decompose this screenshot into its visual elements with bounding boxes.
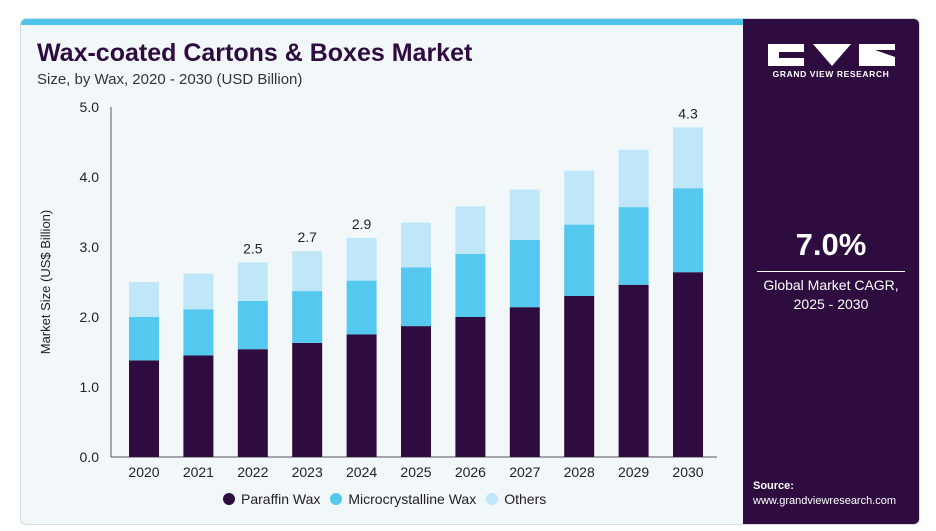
bar-microcrystalline-wax-2026 — [455, 254, 486, 317]
bar-microcrystalline-wax-2023 — [292, 291, 323, 343]
x-tick-label: 2022 — [237, 464, 268, 480]
bar-microcrystalline-wax-2025 — [401, 267, 431, 327]
bar-others-2022 — [237, 262, 268, 301]
y-tick-label: 0.0 — [80, 449, 100, 465]
bar-microcrystalline-wax-2028 — [564, 224, 595, 296]
cagr-divider — [757, 271, 905, 272]
brand-name: GRAND VIEW RESEARCH — [772, 69, 890, 79]
x-tick-label: 2027 — [509, 464, 540, 480]
bar-others-2020 — [129, 282, 159, 317]
bar-paraffin-wax-2020 — [129, 360, 159, 457]
bar-paraffin-wax-2029 — [618, 284, 649, 457]
legend-item-others: Others — [486, 491, 546, 507]
x-tick-label: 2030 — [672, 464, 703, 480]
y-axis-title: Market Size (US$ Billion) — [38, 210, 53, 355]
x-tick-label: 2028 — [564, 464, 595, 480]
chart-legend: Paraffin Wax Microcrystalline Wax Others — [223, 491, 556, 507]
bar-others-2028 — [564, 170, 595, 225]
bar-microcrystalline-wax-2030 — [673, 188, 703, 273]
bar-paraffin-wax-2022 — [237, 349, 268, 457]
legend-label: Microcrystalline Wax — [348, 491, 477, 507]
x-tick-label: 2026 — [455, 464, 486, 480]
cagr-value: 7.0% — [795, 227, 867, 262]
bar-others-2023 — [292, 251, 323, 292]
bar-others-2030 — [673, 127, 703, 189]
legend-item-microcrystalline-wax: Microcrystalline Wax — [330, 491, 476, 507]
page-title: Wax-coated Cartons & Boxes Market — [37, 39, 473, 67]
legend-swatch — [330, 493, 343, 505]
accent-bar — [21, 19, 743, 25]
bar-others-2026 — [455, 206, 486, 254]
bar-others-2029 — [618, 149, 649, 208]
legend-label: Paraffin Wax — [241, 491, 321, 507]
chart-subtitle: Size, by Wax, 2020 - 2030 (USD Billion) — [37, 71, 303, 88]
x-tick-label: 2023 — [292, 464, 323, 480]
y-tick-label: 5.0 — [80, 99, 100, 115]
info-sidebar: GRAND VIEW RESEARCH 7.0% Global Market C… — [743, 19, 919, 524]
bar-paraffin-wax-2025 — [401, 326, 431, 457]
bar-others-2021 — [183, 273, 214, 310]
data-label: 2.9 — [352, 216, 372, 232]
grand-view-research-logo — [768, 44, 895, 66]
source-url: www.grandviewresearch.com — [753, 495, 897, 507]
bar-paraffin-wax-2024 — [346, 334, 377, 457]
bar-paraffin-wax-2030 — [673, 272, 703, 457]
legend-item-paraffin-wax: Paraffin Wax — [223, 491, 320, 507]
y-tick-label: 2.0 — [80, 309, 100, 325]
y-tick-label: 4.0 — [80, 169, 100, 185]
data-label: 2.7 — [297, 229, 317, 245]
legend-swatch — [486, 493, 499, 505]
bar-microcrystalline-wax-2029 — [618, 207, 649, 285]
bar-microcrystalline-wax-2020 — [129, 317, 159, 361]
data-label: 4.3 — [678, 105, 698, 121]
bar-paraffin-wax-2028 — [564, 296, 595, 457]
bar-others-2027 — [509, 189, 540, 240]
bar-others-2025 — [401, 222, 431, 268]
bar-paraffin-wax-2021 — [183, 355, 214, 457]
x-tick-label: 2024 — [346, 464, 377, 480]
bar-paraffin-wax-2026 — [455, 317, 486, 457]
bar-microcrystalline-wax-2021 — [183, 309, 214, 356]
x-tick-label: 2021 — [183, 464, 214, 480]
bar-chart: 0.0 1.0 2.0 3.0 4.0 5.0 Market Size (US$ Billi… — [38, 99, 717, 480]
bar-paraffin-wax-2023 — [292, 342, 323, 457]
x-tick-label: 2025 — [400, 464, 431, 480]
bar-microcrystalline-wax-2027 — [509, 240, 540, 308]
y-tick-label: 1.0 — [80, 379, 100, 395]
bar-others-2024 — [346, 237, 377, 281]
data-label: 2.5 — [243, 240, 263, 256]
legend-swatch — [223, 493, 235, 505]
bar-paraffin-wax-2027 — [509, 307, 540, 457]
legend-label: Others — [504, 491, 547, 507]
y-tick-label: 3.0 — [80, 239, 100, 255]
x-tick-label: 2020 — [128, 464, 159, 480]
bar-microcrystalline-wax-2024 — [346, 280, 377, 335]
bar-microcrystalline-wax-2022 — [237, 300, 268, 350]
cagr-label: Global Market CAGR, 2025 - 2030 — [763, 277, 899, 312]
source-label: Source: — [753, 480, 794, 492]
x-tick-label: 2029 — [618, 464, 649, 480]
chart-card: Wax-coated Cartons & Boxes Market Size, … — [20, 18, 920, 525]
